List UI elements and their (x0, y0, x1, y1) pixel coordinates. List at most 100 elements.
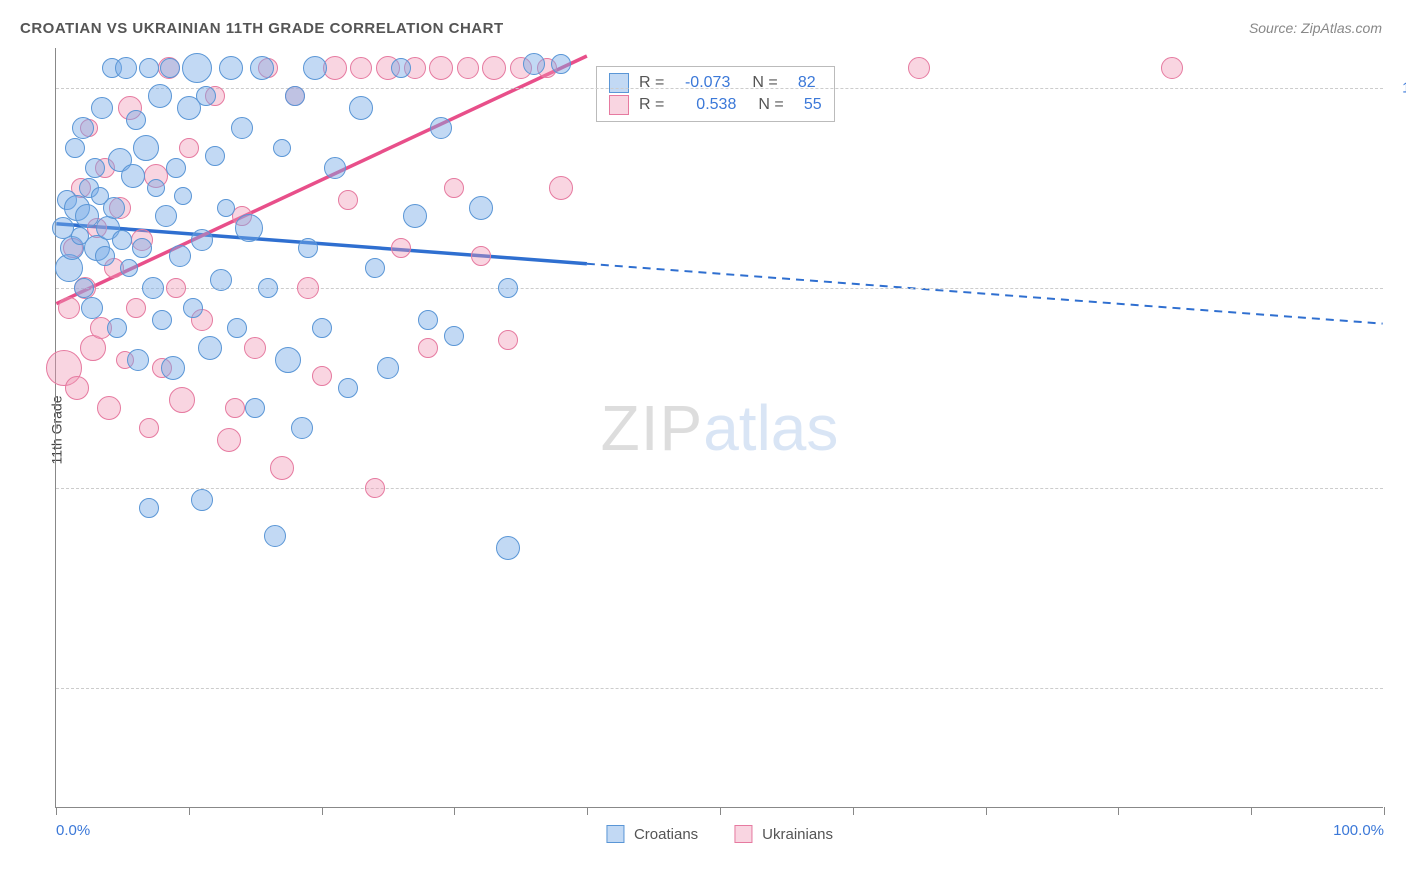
scatter-point-ukrainian (1161, 57, 1183, 79)
watermark: ZIPatlas (601, 391, 839, 465)
scatter-point-croatian (155, 205, 177, 227)
scatter-point-croatian (160, 58, 180, 78)
x-tick (853, 807, 854, 815)
scatter-point-croatian (444, 326, 464, 346)
scatter-point-croatian (273, 139, 291, 157)
y-tick-label: 90.0% (1393, 480, 1406, 497)
scatter-point-croatian (103, 197, 125, 219)
chart-title: CROATIAN VS UKRAINIAN 11TH GRADE CORRELA… (20, 20, 504, 37)
scatter-point-croatian (245, 398, 265, 418)
scatter-point-ukrainian (297, 277, 319, 299)
scatter-point-ukrainian (179, 138, 199, 158)
scatter-point-ukrainian (350, 57, 372, 79)
scatter-point-croatian (126, 110, 146, 130)
scatter-point-croatian (430, 117, 452, 139)
x-tick (986, 807, 987, 815)
legend: Croatians Ukrainians (606, 825, 833, 843)
scatter-point-croatian (85, 158, 105, 178)
scatter-point-croatian (298, 238, 318, 258)
scatter-point-croatian (191, 229, 213, 251)
n-label: N = (758, 96, 783, 114)
legend-label-ukrainian: Ukrainians (762, 826, 833, 843)
scatter-point-croatian (81, 297, 103, 319)
source-attribution: Source: ZipAtlas.com (1249, 20, 1382, 36)
scatter-point-croatian (191, 489, 213, 511)
legend-item-ukrainian: Ukrainians (734, 825, 833, 843)
scatter-point-croatian (196, 86, 216, 106)
scatter-point-croatian (65, 138, 85, 158)
scatter-point-croatian (210, 269, 232, 291)
x-tick (1118, 807, 1119, 815)
scatter-point-ukrainian (444, 178, 464, 198)
gridline (56, 488, 1383, 489)
scatter-point-croatian (169, 245, 191, 267)
scatter-point-croatian (219, 56, 243, 80)
x-tick (454, 807, 455, 815)
scatter-point-croatian (127, 349, 149, 371)
scatter-point-croatian (523, 53, 545, 75)
scatter-point-croatian (139, 58, 159, 78)
scatter-plot-area: ZIPatlas R = -0.073 N = 82 R = 0.538 N =… (55, 48, 1383, 808)
x-tick-label: 100.0% (1333, 822, 1384, 839)
n-value-ukrainian: 55 (794, 96, 822, 114)
scatter-point-croatian (391, 58, 411, 78)
gridline (56, 88, 1383, 89)
source-name: ZipAtlas.com (1301, 20, 1382, 36)
scatter-point-ukrainian (908, 57, 930, 79)
scatter-point-croatian (75, 204, 99, 228)
scatter-point-croatian (324, 157, 346, 179)
x-tick (322, 807, 323, 815)
scatter-point-ukrainian (471, 246, 491, 266)
scatter-point-ukrainian (126, 298, 146, 318)
scatter-point-croatian (250, 56, 274, 80)
scatter-point-ukrainian (166, 278, 186, 298)
scatter-point-croatian (403, 204, 427, 228)
scatter-point-croatian (112, 230, 132, 250)
r-label: R = (639, 96, 664, 114)
scatter-point-croatian (285, 86, 305, 106)
scatter-point-croatian (174, 187, 192, 205)
scatter-point-croatian (205, 146, 225, 166)
scatter-point-ukrainian (549, 176, 573, 200)
stats-row-croatian: R = -0.073 N = 82 (609, 73, 822, 93)
scatter-point-croatian (121, 164, 145, 188)
scatter-point-ukrainian (244, 337, 266, 359)
scatter-point-ukrainian (65, 376, 89, 400)
scatter-point-ukrainian (139, 418, 159, 438)
r-value-ukrainian: 0.538 (680, 96, 736, 114)
scatter-point-croatian (291, 417, 313, 439)
scatter-point-croatian (551, 54, 571, 74)
x-tick (1384, 807, 1385, 815)
scatter-point-croatian (349, 96, 373, 120)
scatter-point-ukrainian (429, 56, 453, 80)
scatter-point-croatian (235, 214, 263, 242)
scatter-point-croatian (72, 117, 94, 139)
scatter-point-ukrainian (391, 238, 411, 258)
scatter-point-croatian (303, 56, 327, 80)
scatter-point-ukrainian (498, 330, 518, 350)
scatter-point-ukrainian (97, 396, 121, 420)
watermark-atlas: atlas (703, 392, 838, 464)
scatter-point-croatian (182, 53, 212, 83)
trend-line-croatian-dashed (587, 264, 1383, 324)
scatter-point-croatian (418, 310, 438, 330)
scatter-point-croatian (148, 84, 172, 108)
scatter-point-croatian (312, 318, 332, 338)
scatter-point-croatian (338, 378, 358, 398)
scatter-point-croatian (74, 278, 94, 298)
scatter-point-croatian (132, 238, 152, 258)
stats-row-ukrainian: R = 0.538 N = 55 (609, 95, 822, 115)
scatter-point-ukrainian (312, 366, 332, 386)
r-label: R = (639, 74, 664, 92)
scatter-point-croatian (120, 259, 138, 277)
scatter-point-croatian (147, 179, 165, 197)
scatter-point-croatian (115, 57, 137, 79)
stats-swatch-croatian (609, 73, 629, 93)
scatter-point-croatian (198, 336, 222, 360)
scatter-point-ukrainian (365, 478, 385, 498)
gridline (56, 688, 1383, 689)
x-tick (1251, 807, 1252, 815)
scatter-point-croatian (161, 356, 185, 380)
trend-lines-svg (56, 48, 1383, 807)
scatter-point-ukrainian (270, 456, 294, 480)
